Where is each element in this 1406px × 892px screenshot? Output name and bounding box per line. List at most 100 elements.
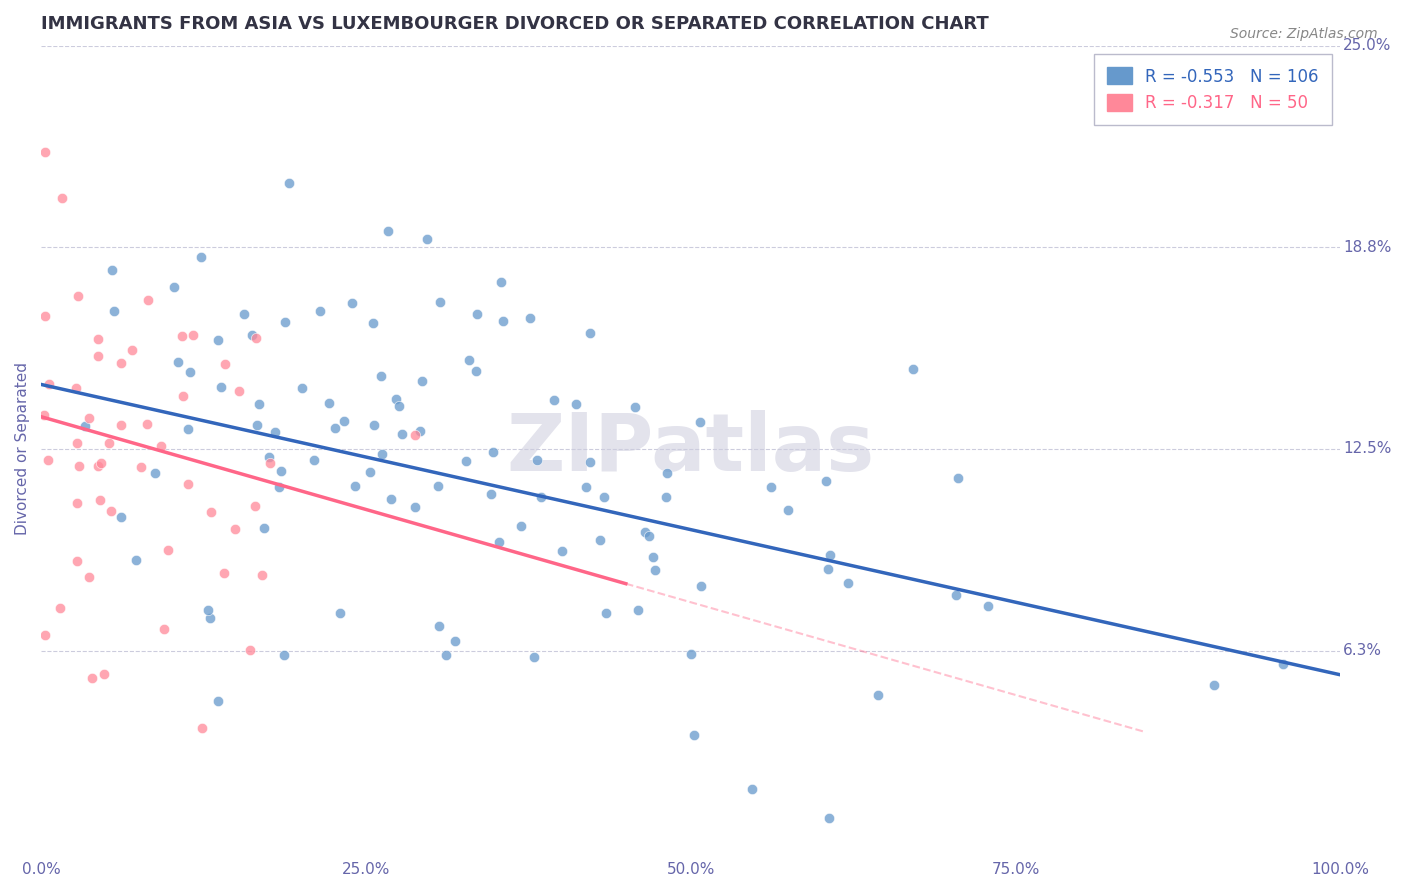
Luxembourgers	[100, 503, 122, 517]
Immigrants from Asia	[457, 353, 479, 368]
Immigrants from Asia	[240, 328, 263, 343]
Luxembourgers	[65, 381, 87, 395]
Immigrants from Asia	[179, 365, 201, 379]
Luxembourgers	[153, 622, 176, 636]
Immigrants from Asia	[634, 524, 657, 539]
Immigrants from Asia	[644, 564, 666, 578]
Immigrants from Asia	[637, 529, 659, 543]
Luxembourgers	[66, 554, 89, 568]
Immigrants from Asia	[361, 316, 384, 330]
Immigrants from Asia	[741, 781, 763, 796]
Immigrants from Asia	[1271, 657, 1294, 671]
Immigrants from Asia	[977, 599, 1000, 613]
Immigrants from Asia	[592, 490, 614, 504]
Luxembourgers	[77, 410, 100, 425]
Luxembourgers	[89, 493, 111, 508]
Luxembourgers	[34, 145, 56, 159]
Immigrants from Asia	[75, 419, 97, 434]
Immigrants from Asia	[817, 561, 839, 575]
Luxembourgers	[67, 459, 90, 474]
Luxembourgers	[259, 456, 281, 470]
Luxembourgers	[245, 331, 267, 345]
Immigrants from Asia	[253, 521, 276, 535]
Immigrants from Asia	[551, 544, 574, 558]
Text: 25.0%: 25.0%	[1343, 38, 1392, 54]
Y-axis label: Divorced or Separated: Divorced or Separated	[15, 362, 30, 535]
Immigrants from Asia	[101, 263, 124, 277]
Immigrants from Asia	[543, 392, 565, 407]
Text: ZIPatlas: ZIPatlas	[506, 410, 875, 488]
Luxembourgers	[200, 505, 222, 519]
Luxembourgers	[87, 332, 110, 346]
Immigrants from Asia	[125, 553, 148, 567]
Immigrants from Asia	[818, 548, 841, 562]
Immigrants from Asia	[177, 422, 200, 436]
Immigrants from Asia	[492, 314, 515, 328]
Luxembourgers	[172, 329, 194, 343]
Immigrants from Asia	[391, 426, 413, 441]
Immigrants from Asia	[273, 648, 295, 662]
Immigrants from Asia	[363, 417, 385, 432]
Immigrants from Asia	[682, 728, 704, 742]
Immigrants from Asia	[233, 307, 256, 321]
Luxembourgers	[136, 293, 159, 308]
Text: Source: ZipAtlas.com: Source: ZipAtlas.com	[1230, 27, 1378, 41]
Immigrants from Asia	[370, 369, 392, 384]
Immigrants from Asia	[380, 491, 402, 506]
Immigrants from Asia	[277, 176, 299, 190]
Immigrants from Asia	[404, 500, 426, 514]
Immigrants from Asia	[377, 224, 399, 238]
Luxembourgers	[191, 721, 214, 735]
Luxembourgers	[90, 456, 112, 470]
Immigrants from Asia	[167, 354, 190, 368]
Immigrants from Asia	[371, 447, 394, 461]
Immigrants from Asia	[344, 479, 367, 493]
Immigrants from Asia	[359, 465, 381, 479]
Luxembourgers	[404, 428, 426, 442]
Text: 6.3%: 6.3%	[1343, 643, 1382, 658]
Immigrants from Asia	[207, 694, 229, 708]
Luxembourgers	[228, 384, 250, 398]
Luxembourgers	[80, 671, 103, 685]
Immigrants from Asia	[488, 534, 510, 549]
Text: 12.5%: 12.5%	[1343, 442, 1392, 457]
Immigrants from Asia	[270, 464, 292, 478]
Luxembourgers	[181, 327, 204, 342]
Immigrants from Asia	[264, 425, 287, 439]
Immigrants from Asia	[1204, 678, 1226, 692]
Immigrants from Asia	[198, 610, 221, 624]
Immigrants from Asia	[209, 380, 232, 394]
Luxembourgers	[177, 476, 200, 491]
Luxembourgers	[250, 568, 273, 582]
Immigrants from Asia	[655, 490, 678, 504]
Luxembourgers	[212, 566, 235, 581]
Immigrants from Asia	[340, 296, 363, 310]
Luxembourgers	[66, 436, 89, 450]
Immigrants from Asia	[575, 480, 598, 494]
Luxembourgers	[129, 460, 152, 475]
Immigrants from Asia	[409, 424, 432, 438]
Immigrants from Asia	[837, 575, 859, 590]
Immigrants from Asia	[329, 606, 352, 620]
Immigrants from Asia	[434, 648, 457, 663]
Text: IMMIGRANTS FROM ASIA VS LUXEMBOURGER DIVORCED OR SEPARATED CORRELATION CHART: IMMIGRANTS FROM ASIA VS LUXEMBOURGER DIV…	[41, 15, 988, 33]
Luxembourgers	[172, 389, 194, 403]
Luxembourgers	[98, 435, 121, 450]
Luxembourgers	[239, 642, 262, 657]
Luxembourgers	[87, 350, 110, 364]
Legend: R = -0.553   N = 106, R = -0.317   N = 50: R = -0.553 N = 106, R = -0.317 N = 50	[1094, 54, 1331, 126]
Immigrants from Asia	[657, 466, 679, 480]
Luxembourgers	[86, 459, 108, 474]
Immigrants from Asia	[868, 689, 890, 703]
Immigrants from Asia	[162, 280, 184, 294]
Immigrants from Asia	[197, 603, 219, 617]
Luxembourgers	[34, 309, 56, 323]
Immigrants from Asia	[814, 474, 837, 488]
Text: 18.8%: 18.8%	[1343, 240, 1392, 255]
Immigrants from Asia	[308, 303, 330, 318]
Immigrants from Asia	[690, 579, 713, 593]
Luxembourgers	[51, 191, 73, 205]
Immigrants from Asia	[385, 392, 408, 407]
Immigrants from Asia	[415, 231, 437, 245]
Immigrants from Asia	[491, 275, 513, 289]
